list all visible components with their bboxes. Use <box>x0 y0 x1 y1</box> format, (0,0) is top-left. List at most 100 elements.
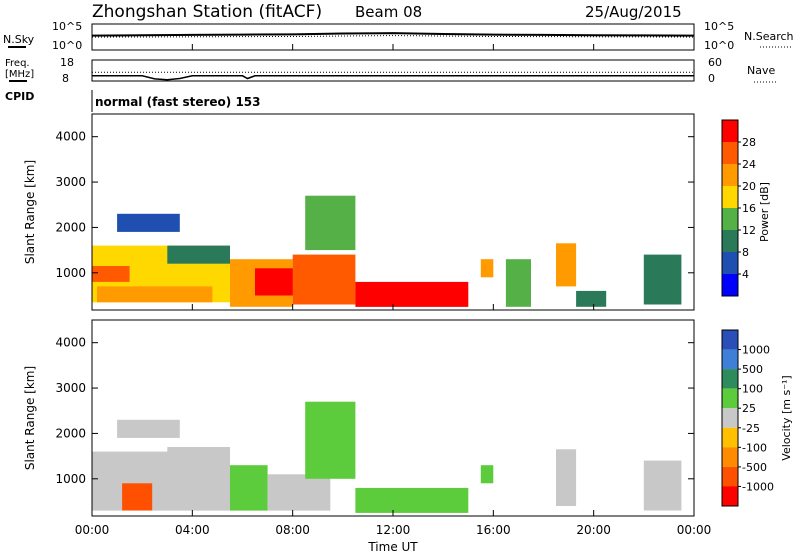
velocity-cell-7 <box>355 487 469 513</box>
power-cell-13 <box>576 290 607 307</box>
cpid-text: normal (fast stereo) 153 <box>95 95 261 109</box>
noise-right-bottom-tick: 10^0 <box>704 39 734 52</box>
nave-label: Nave <box>747 64 775 77</box>
velocity-cell-9 <box>556 449 577 506</box>
frequency-panel-frame <box>91 59 695 82</box>
power-colorbar-swatch-3 <box>722 186 738 208</box>
power-colorbar-swatch-2 <box>722 164 738 186</box>
velocity-colorbar-swatch-2 <box>722 369 738 389</box>
power-ytick-label-0: 1000 <box>55 266 86 280</box>
power-cell-11 <box>505 259 531 307</box>
power-cell-12 <box>556 243 577 287</box>
cpid-panel: CPID normal (fast stereo) 153 <box>5 90 261 112</box>
velocity-ytick-label-3: 4000 <box>55 336 86 350</box>
power-cell-7 <box>292 254 356 305</box>
noise-series <box>91 32 695 38</box>
velocity-colorbar-swatch-3 <box>722 388 738 409</box>
power-colorbar-swatch-1 <box>722 142 738 164</box>
velocity-colorbar-tick-label-2: 100 <box>742 383 763 396</box>
power-colorbar-swatch-5 <box>722 230 738 252</box>
power-cell-3 <box>117 213 180 232</box>
velocity-colorbar: 1000 500 100 25 -25 -100 -500 -1000 <box>721 329 774 507</box>
freq-right-top-tick: 60 <box>708 56 722 69</box>
velocity-cell-6 <box>305 401 356 479</box>
velocity-colorbar-swatch-1 <box>722 349 738 370</box>
velocity-colorbar-tick-label-4: -25 <box>742 422 760 435</box>
velocity-colorbar-frame <box>721 329 739 507</box>
power-ytick-label-1: 2000 <box>55 220 86 234</box>
x-axis-label: Time UT <box>367 540 418 554</box>
noise-left-bottom-tick: 10^0 <box>52 39 82 52</box>
x-axis-ticks: 00:00 04:00 08:00 12:00 16:00 20:00 00:00 <box>75 44 712 537</box>
freq-left-bottom-tick: 8 <box>62 72 69 85</box>
velocity-colorbar-swatch-6 <box>722 447 738 467</box>
velocity-cell-3 <box>167 447 230 461</box>
velocity-y-label: Slant Range [km] <box>23 366 37 470</box>
power-colorbar-label: Power [dB] <box>758 182 771 242</box>
power-colorbar-swatch-0 <box>722 120 738 142</box>
power-colorbar-swatch-7 <box>722 274 738 296</box>
freq-right-bottom-tick: 0 <box>708 72 715 85</box>
noise-search-line <box>91 35 695 38</box>
velocity-colorbar-swatch-7 <box>722 466 738 487</box>
velocity-cell-0 <box>92 451 230 511</box>
power-cell-9 <box>355 281 469 307</box>
x-tick-label-0: 00:00 <box>75 523 110 537</box>
velocity-cells <box>92 401 682 513</box>
velocity-colorbar-tick-label-7: -1000 <box>742 480 774 493</box>
power-cell-14 <box>643 254 682 305</box>
x-tick-label-5: 20:00 <box>576 523 611 537</box>
power-cell-8 <box>305 195 356 251</box>
power-colorbar: 4 8 12 16 20 24 28 <box>721 119 756 297</box>
power-y-label: Slant Range [km] <box>23 160 37 264</box>
power-cell-1 <box>92 266 130 282</box>
velocity-y-axis: 1000 2000 3000 4000 <box>55 336 694 486</box>
freq-line <box>92 75 694 81</box>
velocity-cell-1 <box>122 483 153 511</box>
velocity-panel: 1000 2000 3000 4000 Slant Range [km] 1000 50… <box>23 319 793 517</box>
velocity-colorbar-swatch-4 <box>722 408 738 428</box>
noise-search-label: N.Search <box>744 30 794 43</box>
velocity-cell-5 <box>267 474 331 511</box>
velocity-colorbar-tick-label-0: 1000 <box>742 344 770 357</box>
power-cell-2 <box>97 286 213 303</box>
velocity-cell-4 <box>230 465 268 511</box>
power-ytick-label-2: 3000 <box>55 175 86 189</box>
freq-label-line1: Freq. <box>5 58 30 69</box>
x-tick-label-2: 08:00 <box>275 523 310 537</box>
power-colorbar-tick-label-2: 12 <box>742 224 756 237</box>
power-colorbar-tick-label-5: 24 <box>742 158 756 171</box>
velocity-ytick-label-2: 3000 <box>55 381 86 395</box>
noise-right-top-tick: 10^5 <box>704 20 734 33</box>
velocity-cell-10 <box>643 460 682 511</box>
power-colorbar-tick-label-6: 28 <box>742 136 756 149</box>
frequency-panel: Freq. [MHz] 18 8 60 0 Nave <box>5 56 776 85</box>
station-title: Zhongshan Station (fitACF) <box>92 2 322 22</box>
x-tick-label-6: 00:00 <box>677 523 712 537</box>
velocity-colorbar-label: Velocity [m s⁻¹] <box>780 375 793 460</box>
power-cells <box>92 195 682 307</box>
velocity-cell-8 <box>480 465 494 484</box>
velocity-colorbar-swatch-5 <box>722 427 738 448</box>
noise-sky-label: N.Sky <box>3 33 35 46</box>
x-tick-label-3: 12:00 <box>376 523 411 537</box>
power-colorbar-tick-label-4: 20 <box>742 180 756 193</box>
velocity-ytick-label-1: 2000 <box>55 426 86 440</box>
velocity-colorbar-tick-label-6: -500 <box>742 461 767 474</box>
freq-left-top-tick: 18 <box>60 56 74 69</box>
power-cell-10 <box>480 259 494 278</box>
power-cell-4 <box>167 245 230 264</box>
power-colorbar-swatch-4 <box>722 208 738 230</box>
velocity-ytick-label-0: 1000 <box>55 472 86 486</box>
velocity-cell-2 <box>117 419 180 438</box>
power-colorbar-tick-label-1: 8 <box>742 246 749 259</box>
velocity-colorbar-swatch-0 <box>722 330 738 350</box>
date-label: 25/Aug/2015 <box>585 3 682 21</box>
beam-label: Beam 08 <box>355 3 422 21</box>
cpid-label: CPID <box>5 90 34 103</box>
power-colorbar-swatch-6 <box>722 252 738 274</box>
noise-panel: N.Sky 10^5 10^0 10^5 10^0 N.Search <box>3 20 794 52</box>
freq-series <box>92 71 694 81</box>
power-ytick-label-3: 4000 <box>55 130 86 144</box>
